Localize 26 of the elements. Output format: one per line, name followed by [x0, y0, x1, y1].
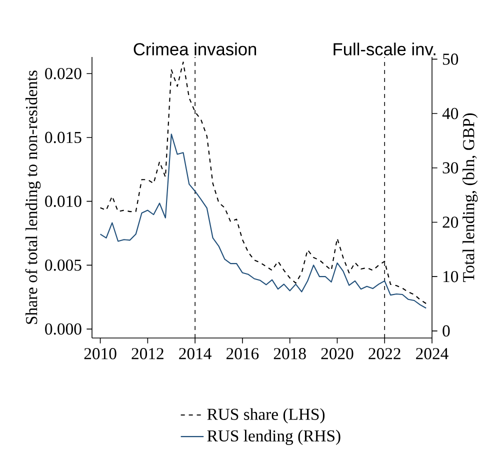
line-series — [100, 134, 427, 309]
y2-tick-label: 30 — [442, 162, 458, 174]
y2-tick-label: 10 — [444, 270, 458, 282]
x-tick-label: 2010 — [84, 348, 116, 360]
legend-label: RUS lending (RHS) — [207, 430, 340, 445]
x-tick-label: 2012 — [132, 348, 164, 360]
x-tick-label: 2018 — [274, 348, 306, 360]
y-tick-label: 0.015 — [45, 132, 82, 144]
ref-line-label: Full-scale inv. — [334, 42, 436, 56]
y-tick-label: 0.020 — [45, 68, 82, 80]
x-tick-label: 2022 — [368, 348, 400, 360]
legend-label: RUS share (LHS) — [207, 408, 325, 424]
x-tick-label: 2016 — [226, 348, 259, 360]
x-tick-label: 2014 — [179, 348, 212, 360]
ref-line-label: Crimea invasion — [134, 42, 256, 56]
y2-axis-title: Total lending, (bln, GBP) — [462, 113, 478, 282]
y2-tick-label: 20 — [442, 216, 458, 228]
y2-tick-label: 50 — [443, 54, 458, 65]
y-tick-label: 0.000 — [45, 323, 82, 335]
y2-tick-label: 0 — [442, 325, 450, 337]
y-tick-label: 0.005 — [45, 260, 82, 271]
x-tick-label: 2020 — [321, 348, 354, 360]
x-tick-label: 2024 — [416, 348, 448, 360]
y-axis-title: Share of total lending to non-residents — [25, 70, 41, 324]
y-tick-label: 0.010 — [45, 196, 82, 207]
y2-tick-label: 40 — [442, 108, 458, 120]
